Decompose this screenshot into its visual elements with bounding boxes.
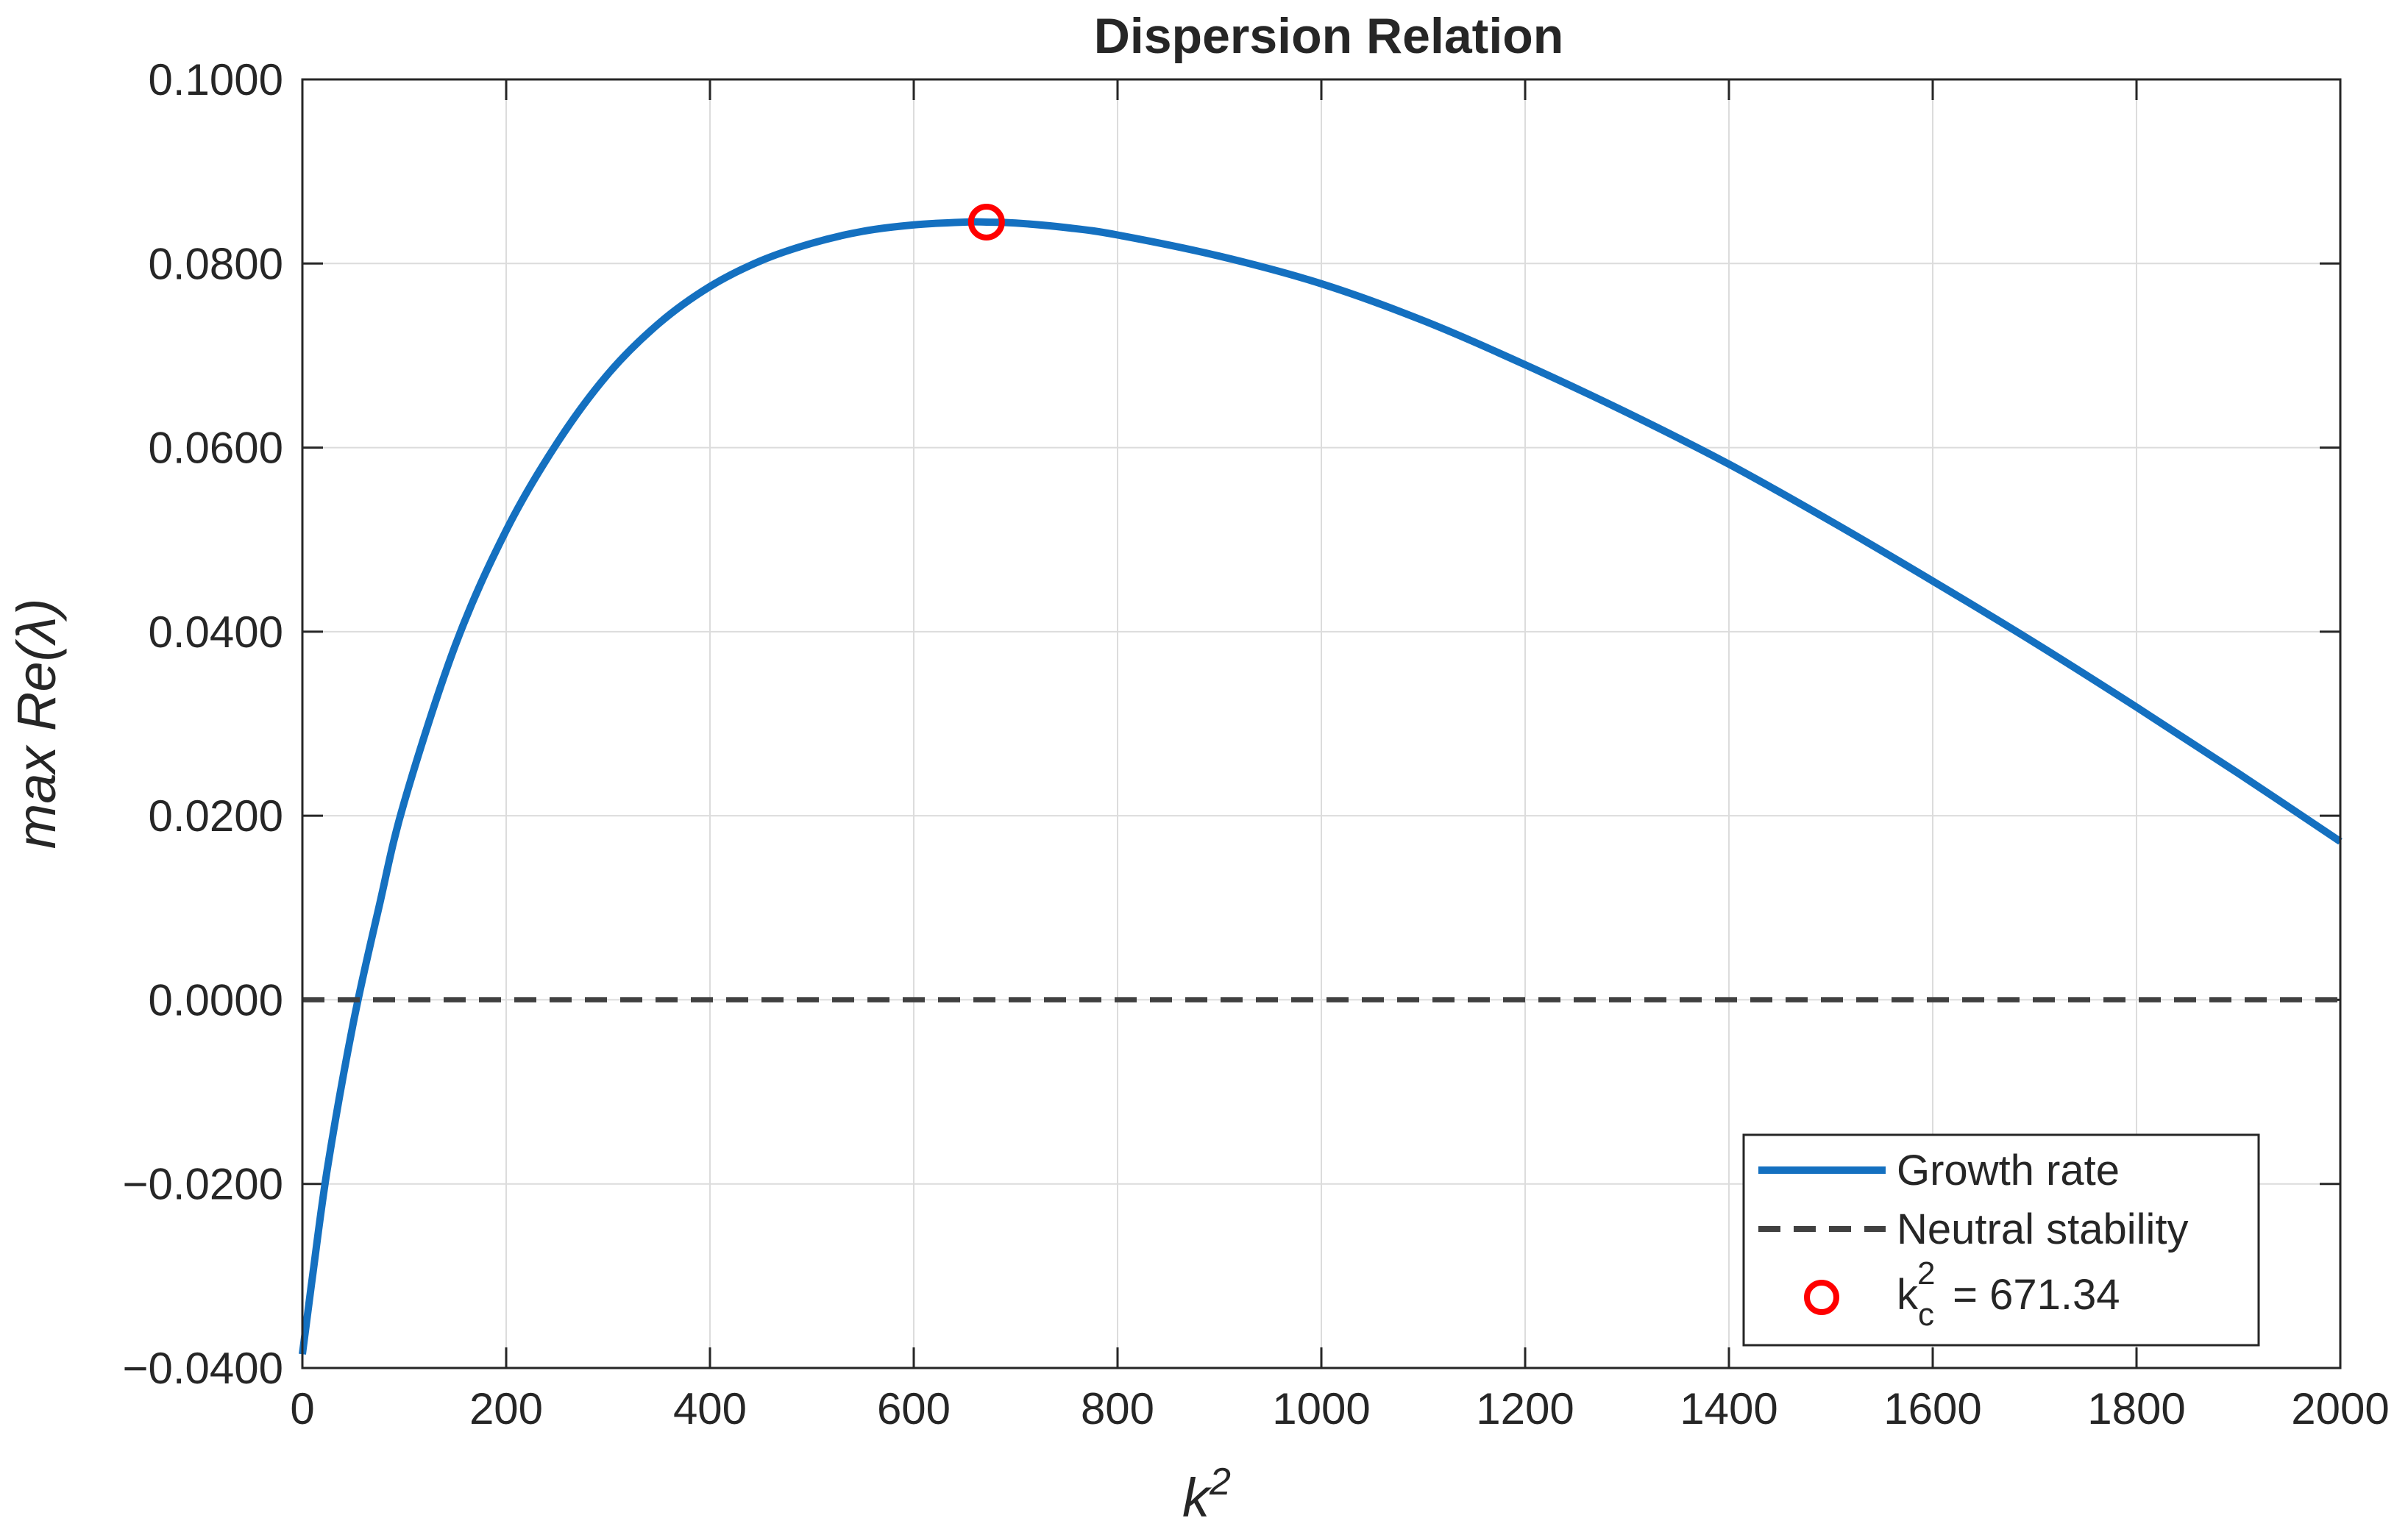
legend-label-critical-wavenumber: kc 2 = 671.34	[1897, 1255, 2120, 1333]
x-tick-label: 1600	[1883, 1384, 1981, 1433]
y-tick-label: 0.0200	[148, 791, 283, 841]
legend: Growth rate Neutral stability kc 2 = 671.…	[1742, 1133, 2260, 1347]
axes-box	[301, 78, 2342, 1369]
x-tick-label: 600	[877, 1384, 951, 1433]
legend-swatch-critical-marker	[1804, 1280, 1839, 1315]
x-axis-label: k2	[1182, 1461, 1231, 1528]
legend-label-sub: c	[1918, 1297, 1934, 1333]
legend-label-neutral-stability: Neutral stability	[1897, 1205, 2188, 1253]
y-tick-label: −0.0200	[122, 1160, 283, 1209]
legend-label-growth-rate: Growth rate	[1897, 1147, 2120, 1194]
x-tick-label: 0	[290, 1384, 314, 1433]
y-tick-label: −0.0400	[122, 1344, 283, 1393]
y-axis-label: max Re(λ)	[6, 599, 67, 849]
x-tick-label: 200	[469, 1384, 543, 1433]
x-tick-label: 1200	[1476, 1384, 1574, 1433]
legend-label-k: k	[1897, 1271, 1919, 1319]
y-tick-label: 0.0600	[148, 424, 283, 473]
x-tick-label: 1800	[2087, 1384, 2185, 1433]
legend-label-sup: 2	[1917, 1255, 1935, 1291]
critical-point-marker	[967, 203, 1005, 241]
y-tick-label: 0.1000	[148, 55, 283, 104]
x-tick-label: 1000	[1272, 1384, 1370, 1433]
y-tick-label: 0.0800	[148, 239, 283, 288]
markers	[967, 203, 1005, 241]
y-tick-label: 0.0000	[148, 975, 283, 1025]
legend-label-value: = 671.34	[1941, 1271, 2120, 1319]
x-tick-label: 1400	[1680, 1384, 1777, 1433]
x-tick-label: 2000	[2291, 1384, 2389, 1433]
y-tick-label: 0.0400	[148, 608, 283, 657]
tick-labels: 0 200 400 600 800 1000 1200 1400 1600 1800 2000 −0.…	[122, 55, 2389, 1433]
x-axis-label-superscript: 2	[1209, 1461, 1231, 1503]
x-axis-label-base: k	[1182, 1467, 1212, 1528]
x-tick-label: 800	[1081, 1384, 1154, 1433]
x-tick-label: 400	[673, 1384, 747, 1433]
chart-title: Dispersion Relation	[1094, 8, 1564, 64]
